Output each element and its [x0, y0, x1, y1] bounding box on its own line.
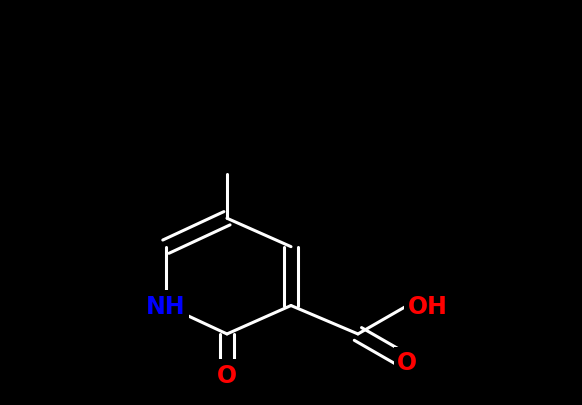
Text: O: O — [217, 362, 237, 387]
Text: OH: OH — [407, 294, 448, 318]
Text: O: O — [398, 350, 417, 375]
Text: NH: NH — [146, 294, 186, 318]
